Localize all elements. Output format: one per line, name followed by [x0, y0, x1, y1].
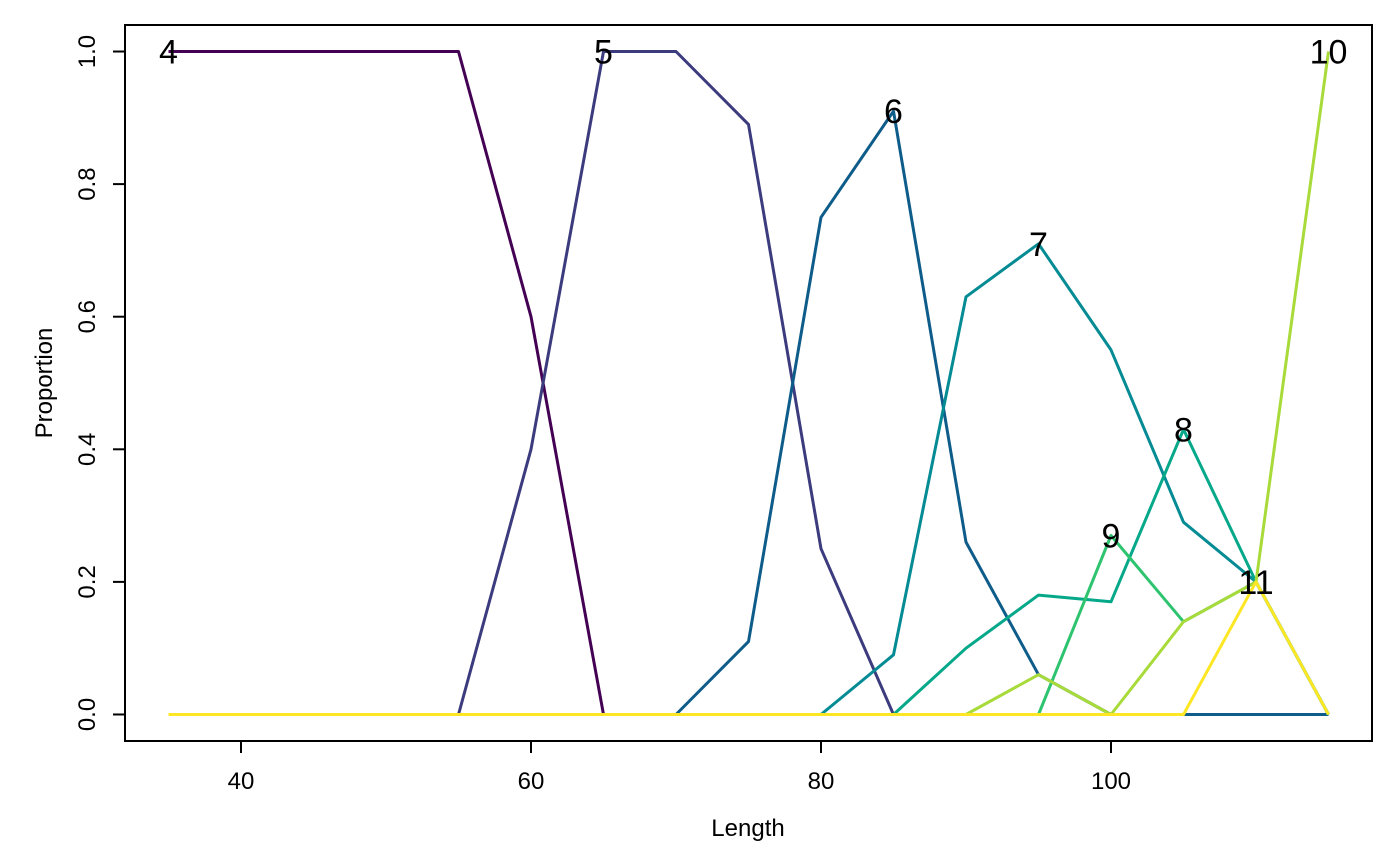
- series-line-6: [168, 109, 1329, 716]
- curve-label-4: 4: [159, 34, 178, 72]
- y-tick-label: 0.2: [74, 565, 101, 598]
- curve-label-6: 6: [884, 93, 903, 131]
- series-line-7: [168, 242, 1330, 716]
- series-line-10: [168, 51, 1330, 716]
- x-axis-label: Length: [711, 815, 784, 842]
- y-tick-label: 0.6: [74, 300, 101, 333]
- curve-label-7: 7: [1029, 226, 1048, 264]
- curve-label-9: 9: [1102, 517, 1121, 555]
- series-line-11: [168, 580, 1330, 716]
- y-axis-label: Proportion: [31, 328, 58, 439]
- curve-label-11: 11: [1238, 564, 1273, 602]
- curve-label-10: 10: [1310, 34, 1348, 72]
- y-tick-label: 0.4: [74, 433, 101, 466]
- x-tick-label: 40: [228, 768, 255, 795]
- series-line-4: [168, 50, 1329, 716]
- x-tick-label: 80: [808, 768, 835, 795]
- series-line-8: [168, 427, 1330, 716]
- x-tick-label: 100: [1091, 768, 1131, 795]
- series-layer: [168, 50, 1330, 716]
- series-line-9: [168, 534, 1330, 716]
- series-line-5: [168, 50, 1329, 716]
- x-tick-label: 60: [518, 768, 545, 795]
- y-tick-label: 0.0: [74, 698, 101, 731]
- y-tick-label: 0.8: [74, 167, 101, 200]
- curve-labels: 4 5 6 7 8 9 10 11: [159, 34, 1347, 602]
- y-axis: 0.0 0.2 0.4 0.6 0.8 1.0: [74, 35, 125, 731]
- y-tick-label: 1.0: [74, 35, 101, 68]
- curve-label-5: 5: [594, 34, 613, 72]
- plot-frame: [124, 24, 1373, 742]
- x-axis: 40 60 80 100: [228, 741, 1131, 795]
- curve-label-8: 8: [1174, 411, 1193, 449]
